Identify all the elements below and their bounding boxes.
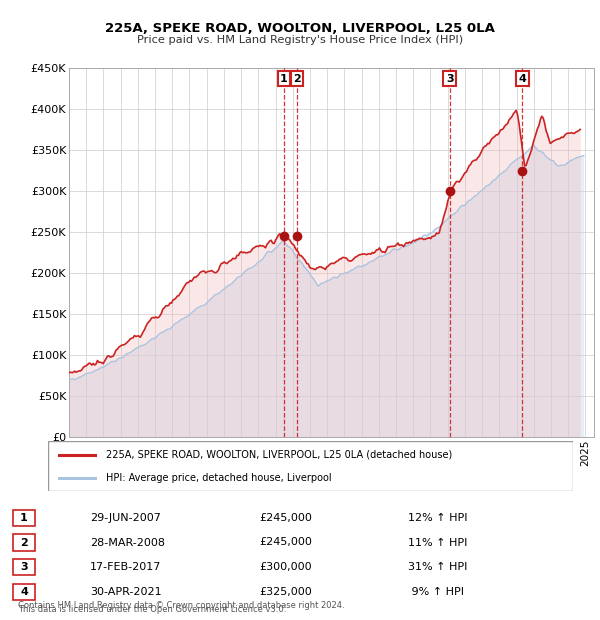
Text: 9% ↑ HPI: 9% ↑ HPI: [408, 587, 464, 597]
Text: 2: 2: [293, 74, 301, 84]
Text: 3: 3: [20, 562, 28, 572]
Text: 28-MAR-2008: 28-MAR-2008: [90, 538, 165, 547]
Text: £325,000: £325,000: [259, 587, 312, 597]
Text: 11% ↑ HPI: 11% ↑ HPI: [408, 538, 467, 547]
Text: 31% ↑ HPI: 31% ↑ HPI: [408, 562, 467, 572]
Text: HPI: Average price, detached house, Liverpool: HPI: Average price, detached house, Live…: [106, 472, 331, 482]
Text: £245,000: £245,000: [259, 538, 312, 547]
Text: 29-JUN-2007: 29-JUN-2007: [90, 513, 161, 523]
Text: 2: 2: [20, 538, 28, 547]
Text: 1: 1: [280, 74, 288, 84]
Text: 30-APR-2021: 30-APR-2021: [90, 587, 161, 597]
Text: 17-FEB-2017: 17-FEB-2017: [90, 562, 161, 572]
FancyBboxPatch shape: [13, 584, 35, 600]
Text: 4: 4: [20, 587, 28, 597]
Text: 225A, SPEKE ROAD, WOOLTON, LIVERPOOL, L25 0LA: 225A, SPEKE ROAD, WOOLTON, LIVERPOOL, L2…: [105, 22, 495, 35]
FancyBboxPatch shape: [13, 534, 35, 551]
Text: Price paid vs. HM Land Registry's House Price Index (HPI): Price paid vs. HM Land Registry's House …: [137, 35, 463, 45]
Text: 3: 3: [446, 74, 454, 84]
Text: 4: 4: [518, 74, 526, 84]
FancyBboxPatch shape: [13, 559, 35, 575]
FancyBboxPatch shape: [13, 510, 35, 526]
FancyBboxPatch shape: [48, 441, 573, 491]
Text: This data is licensed under the Open Government Licence v3.0.: This data is licensed under the Open Gov…: [18, 605, 286, 614]
Text: 12% ↑ HPI: 12% ↑ HPI: [408, 513, 467, 523]
Text: 1: 1: [20, 513, 28, 523]
Text: Contains HM Land Registry data © Crown copyright and database right 2024.: Contains HM Land Registry data © Crown c…: [18, 601, 344, 611]
Text: £300,000: £300,000: [259, 562, 312, 572]
Text: 225A, SPEKE ROAD, WOOLTON, LIVERPOOL, L25 0LA (detached house): 225A, SPEKE ROAD, WOOLTON, LIVERPOOL, L2…: [106, 450, 452, 460]
Text: £245,000: £245,000: [259, 513, 312, 523]
